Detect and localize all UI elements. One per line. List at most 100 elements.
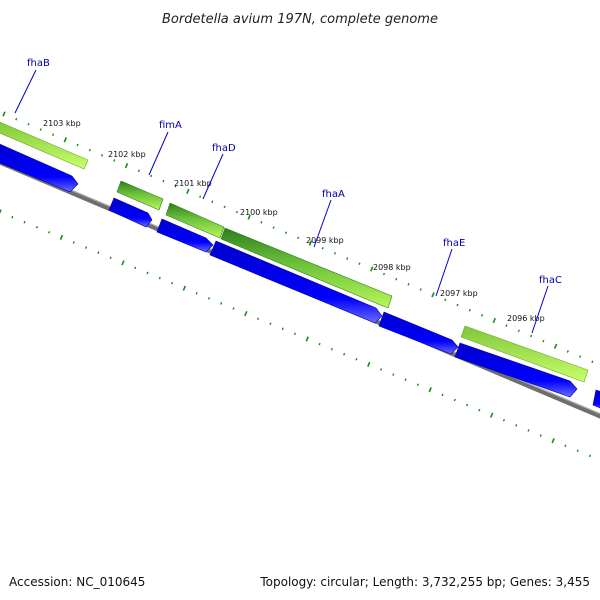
minor-tick <box>171 281 174 285</box>
minor-tick <box>404 378 407 381</box>
minor-tick <box>330 347 333 351</box>
minor-tick <box>158 276 161 280</box>
major-tick <box>0 209 2 215</box>
major-tick <box>124 162 129 169</box>
minor-tick <box>27 123 30 126</box>
minor-tick <box>564 444 567 447</box>
minor-tick <box>220 302 223 305</box>
minor-tick <box>23 220 26 224</box>
tick-label-2096: 2096 kbp <box>507 314 545 323</box>
minor-tick <box>579 355 582 358</box>
minor-tick <box>392 373 395 376</box>
minor-tick <box>480 314 484 317</box>
major-tick <box>305 336 309 342</box>
minor-tick <box>529 334 533 338</box>
minor-tick <box>456 303 459 307</box>
gene-label-fhaB: fhaB <box>27 58 50 69</box>
minor-tick <box>478 408 481 412</box>
minor-tick <box>502 419 506 422</box>
major-tick <box>431 292 435 298</box>
minor-tick <box>281 327 284 331</box>
minor-tick <box>505 324 508 327</box>
minor-tick <box>235 210 238 214</box>
feature-fhaC <box>460 325 589 383</box>
major-tick <box>182 285 187 291</box>
gene-fhaE <box>378 311 459 355</box>
minor-tick <box>199 195 202 198</box>
major-tick <box>63 137 68 143</box>
genome-summary-text: Topology: circular; Length: 3,732,255 bp… <box>259 575 590 589</box>
map-title: Bordetella avium 197N, complete genome <box>162 12 438 27</box>
minor-tick <box>162 179 165 183</box>
minor-tick <box>346 257 349 260</box>
minor-tick <box>272 226 275 229</box>
minor-tick <box>100 154 104 157</box>
gene-labels: fhaB fimA fhaD fhaA fhaE fhaC <box>14 58 562 334</box>
minor-tick <box>39 128 42 131</box>
minor-tick <box>318 342 321 346</box>
minor-tick <box>207 297 211 300</box>
minor-tick <box>150 174 153 178</box>
tick-labels: 2103 kbp 2102 kbp 2101 kbp 2100 kbp 2099… <box>43 119 545 323</box>
minor-tick <box>517 329 520 333</box>
major-tick <box>59 234 64 241</box>
minor-tick <box>539 434 542 437</box>
gene-label-fimA: fimA <box>159 120 182 131</box>
minor-tick <box>527 429 530 432</box>
gene-track <box>0 143 600 409</box>
major-tick <box>308 240 313 246</box>
minor-tick <box>48 231 51 234</box>
tick-label-2099: 2099 kbp <box>306 236 344 245</box>
minor-tick <box>588 454 592 458</box>
minor-tick <box>76 143 79 147</box>
minor-tick <box>358 262 361 265</box>
minor-tick <box>35 225 38 229</box>
minor-tick <box>444 298 447 302</box>
minor-tick <box>441 393 444 397</box>
major-tick <box>186 188 190 195</box>
major-tick <box>244 310 248 317</box>
inner-tick-ring <box>0 209 592 458</box>
minor-tick <box>466 403 469 407</box>
minor-tick <box>591 360 594 364</box>
major-tick <box>551 437 555 444</box>
minor-tick <box>416 383 419 387</box>
gene-label-fhaD: fhaD <box>212 143 236 154</box>
minor-tick <box>84 246 88 249</box>
minor-tick <box>195 292 198 295</box>
minor-tick <box>395 277 398 281</box>
outer-tick-ring <box>2 111 594 364</box>
gene-label-fhaE: fhaE <box>443 238 465 249</box>
minor-tick <box>284 231 287 234</box>
minor-tick <box>297 236 300 240</box>
major-tick <box>367 361 371 368</box>
minor-tick <box>137 169 140 173</box>
gene-fimA <box>108 197 153 228</box>
minor-tick <box>419 288 422 291</box>
minor-tick <box>211 200 214 204</box>
gene-fhaA <box>209 240 383 324</box>
feature-fhaB <box>0 121 89 170</box>
minor-tick <box>260 221 263 224</box>
major-tick <box>492 317 497 324</box>
minor-tick <box>293 332 297 336</box>
tick-label-2101: 2101 kbp <box>174 179 212 188</box>
gene-fhaC <box>454 342 578 398</box>
minor-tick <box>88 148 91 152</box>
gene-next <box>592 389 600 409</box>
feature-fimA <box>116 180 164 211</box>
gene-label-fhaC: fhaC <box>539 275 562 286</box>
tick-label-2097: 2097 kbp <box>440 289 478 298</box>
minor-tick <box>113 159 116 162</box>
feature-track <box>0 121 589 383</box>
minor-tick <box>109 256 112 259</box>
major-tick <box>553 343 558 349</box>
minor-tick <box>15 117 18 121</box>
major-tick <box>370 266 374 272</box>
minor-tick <box>72 241 75 244</box>
minor-tick <box>269 322 272 326</box>
gene-fhaD <box>156 218 214 253</box>
major-tick <box>489 412 494 418</box>
tick-label-2103: 2103 kbp <box>43 119 81 128</box>
